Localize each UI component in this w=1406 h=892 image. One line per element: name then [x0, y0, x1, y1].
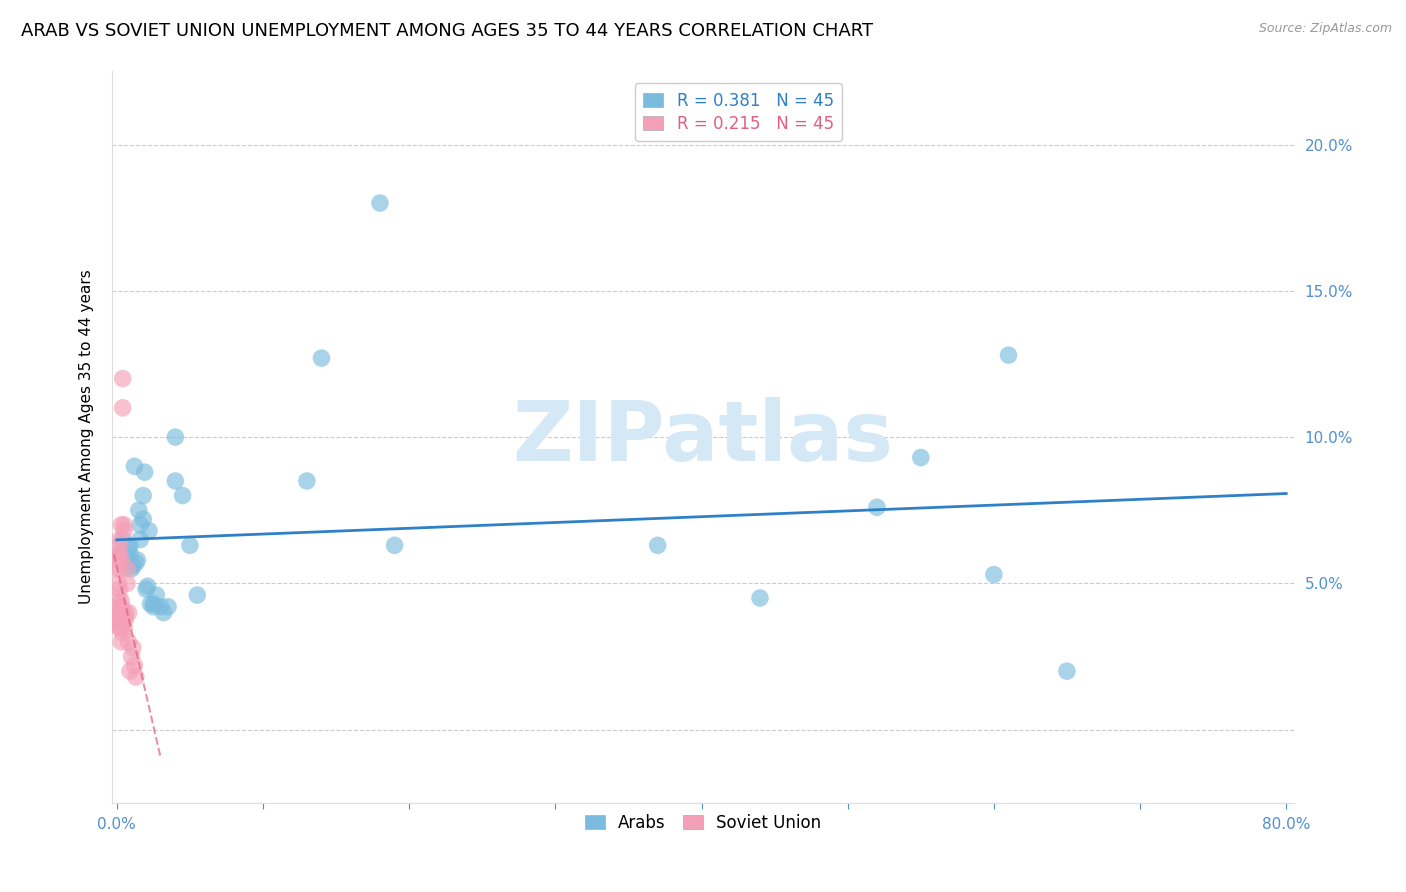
Point [111, 626, 134, 640]
Point [121, 649, 143, 664]
Point [108, 620, 131, 634]
Point [122, 640, 145, 655]
Point [311, 351, 333, 365]
Point [112, 524, 135, 538]
Point [125, 556, 148, 570]
Point [105, 606, 128, 620]
Point [145, 588, 167, 602]
Point [749, 591, 772, 605]
Point [124, 459, 146, 474]
Point [105, 562, 128, 576]
Point [138, 524, 160, 538]
Point [142, 599, 165, 614]
Point [121, 562, 143, 576]
Point [125, 670, 148, 684]
Text: ARAB VS SOVIET UNION UNEMPLOYMENT AMONG AGES 35 TO 44 YEARS CORRELATION CHART: ARAB VS SOVIET UNION UNEMPLOYMENT AMONG … [21, 22, 873, 40]
Point [157, 599, 180, 614]
Point [112, 620, 135, 634]
Point [107, 615, 129, 629]
Point [112, 517, 135, 532]
Point [118, 538, 141, 552]
Point [139, 597, 162, 611]
Point [997, 348, 1019, 362]
Point [108, 606, 131, 620]
Point [111, 606, 134, 620]
Point [110, 606, 132, 620]
Point [134, 465, 156, 479]
Point [165, 430, 187, 444]
Point [108, 547, 131, 561]
Point [135, 582, 157, 597]
Point [110, 517, 132, 532]
Point [115, 549, 138, 564]
Point [132, 489, 155, 503]
Point [114, 556, 136, 570]
Point [647, 538, 669, 552]
Point [118, 547, 141, 561]
Point [110, 594, 132, 608]
Point [122, 558, 145, 573]
Point [110, 547, 132, 561]
Point [112, 553, 135, 567]
Point [384, 538, 406, 552]
Point [910, 450, 932, 465]
Point [165, 474, 187, 488]
Text: ZIPatlas: ZIPatlas [513, 397, 893, 477]
Point [129, 533, 152, 547]
Point [179, 538, 201, 552]
Point [112, 611, 135, 625]
Point [108, 533, 131, 547]
Point [118, 664, 141, 678]
Point [108, 582, 131, 597]
Point [149, 599, 172, 614]
Point [114, 606, 136, 620]
Point [152, 606, 174, 620]
Point [114, 611, 136, 625]
Point [110, 620, 132, 634]
Point [124, 658, 146, 673]
Point [115, 576, 138, 591]
Point [111, 371, 134, 385]
Point [108, 538, 131, 552]
Point [117, 541, 139, 556]
Point [129, 517, 152, 532]
Point [107, 576, 129, 591]
Point [110, 611, 132, 625]
Point [111, 617, 134, 632]
Point [136, 579, 159, 593]
Point [295, 474, 318, 488]
Point [110, 553, 132, 567]
Point [186, 588, 208, 602]
Point [110, 599, 132, 614]
Point [117, 606, 139, 620]
Point [1056, 664, 1078, 678]
Point [107, 553, 129, 567]
Point [107, 620, 129, 634]
Point [983, 567, 1005, 582]
Point [110, 635, 132, 649]
Point [132, 512, 155, 526]
Point [107, 591, 129, 605]
Point [111, 533, 134, 547]
Point [111, 401, 134, 415]
Point [142, 597, 165, 611]
Point [108, 611, 131, 625]
Point [115, 562, 138, 576]
Point [866, 500, 889, 515]
Point [117, 635, 139, 649]
Point [128, 503, 150, 517]
Point [107, 547, 129, 561]
Text: Source: ZipAtlas.com: Source: ZipAtlas.com [1258, 22, 1392, 36]
Point [368, 196, 391, 211]
Point [172, 489, 194, 503]
Y-axis label: Unemployment Among Ages 35 to 44 years: Unemployment Among Ages 35 to 44 years [79, 269, 94, 605]
Point [108, 599, 131, 614]
Legend: Arabs, Soviet Union: Arabs, Soviet Union [578, 807, 828, 838]
Point [127, 553, 149, 567]
Point [108, 562, 131, 576]
